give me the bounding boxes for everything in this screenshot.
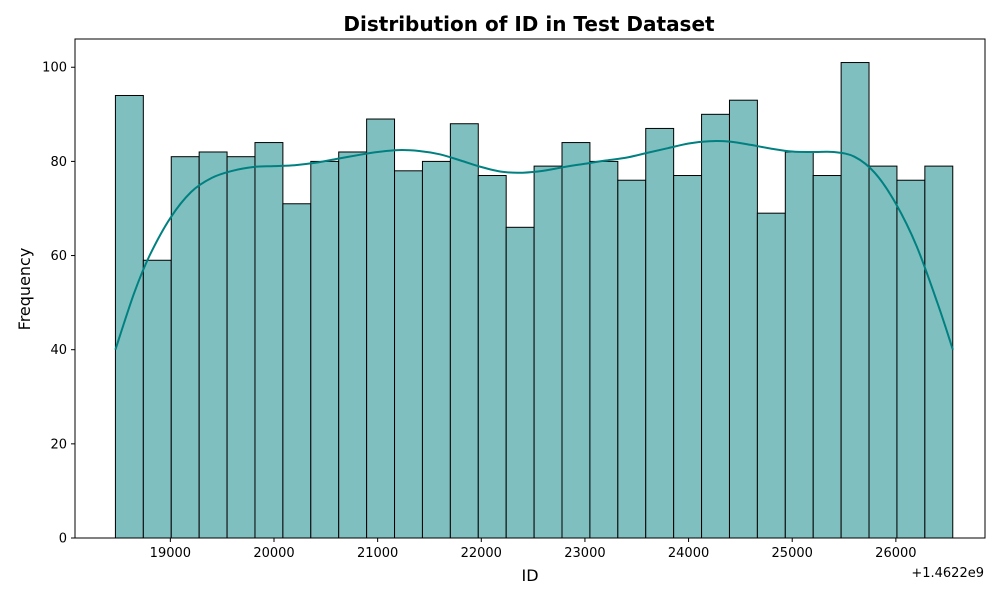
histogram-bar xyxy=(449,123,479,539)
histogram-bar xyxy=(812,175,842,539)
histogram-bar xyxy=(421,160,451,539)
histogram-bar xyxy=(477,175,507,539)
x-axis-label: ID xyxy=(521,566,538,585)
histogram-bar xyxy=(282,203,312,539)
histogram-bar xyxy=(589,160,619,539)
histogram-bar xyxy=(784,151,814,539)
histogram-bar xyxy=(505,226,535,539)
y-tick-label: 60 xyxy=(50,249,67,264)
histogram-bar xyxy=(114,94,144,539)
chart-title: Distribution of ID in Test Dataset xyxy=(343,12,715,36)
y-tick-label: 0 xyxy=(59,532,67,547)
y-tick-label: 80 xyxy=(50,155,67,170)
histogram-bar xyxy=(198,151,228,539)
x-tick-label: 25000 xyxy=(772,546,813,561)
kde-curve xyxy=(114,139,954,351)
histogram-bar xyxy=(728,99,758,539)
histogram-bar xyxy=(226,156,256,539)
histogram-bar xyxy=(756,212,786,539)
histogram-bar xyxy=(310,160,340,539)
x-axis-offset-label: +1.4622e9 xyxy=(911,566,984,581)
y-axis-label: Frequency xyxy=(15,248,34,331)
histogram-bar xyxy=(170,156,200,539)
histogram-bars xyxy=(114,62,954,539)
histogram-bar xyxy=(254,142,284,539)
x-tick-label: 24000 xyxy=(668,546,709,561)
histogram-bar xyxy=(561,142,591,539)
x-tick-label: 20000 xyxy=(253,546,294,561)
histogram-bar xyxy=(645,127,675,539)
x-tick-label: 23000 xyxy=(564,546,605,561)
x-tick-label: 22000 xyxy=(461,546,502,561)
histogram-bar xyxy=(617,179,647,539)
histogram-bar xyxy=(673,175,703,539)
histogram-bar xyxy=(338,151,368,539)
y-tick-label: 100 xyxy=(42,61,67,76)
y-tick-label: 40 xyxy=(50,343,67,358)
histogram-bar xyxy=(896,179,926,539)
histogram-bar xyxy=(533,165,563,539)
histogram-bar xyxy=(924,165,954,539)
histogram-bar xyxy=(366,118,396,539)
y-axis-ticks: 0 20 40 60 80 100 xyxy=(42,61,75,547)
x-axis-ticks: 19000 20000 21000 22000 23000 24000 25000 26000 xyxy=(150,538,917,561)
x-tick-label: 19000 xyxy=(150,546,191,561)
histogram-bar xyxy=(394,170,423,539)
plot-frame xyxy=(74,38,986,539)
y-tick-label: 20 xyxy=(50,437,67,452)
histogram-bar xyxy=(701,113,730,539)
histogram-bar xyxy=(142,259,172,539)
x-tick-label: 26000 xyxy=(875,546,916,561)
histogram-bar xyxy=(840,62,870,539)
x-tick-label: 21000 xyxy=(357,546,398,561)
histogram-bar xyxy=(868,165,898,539)
